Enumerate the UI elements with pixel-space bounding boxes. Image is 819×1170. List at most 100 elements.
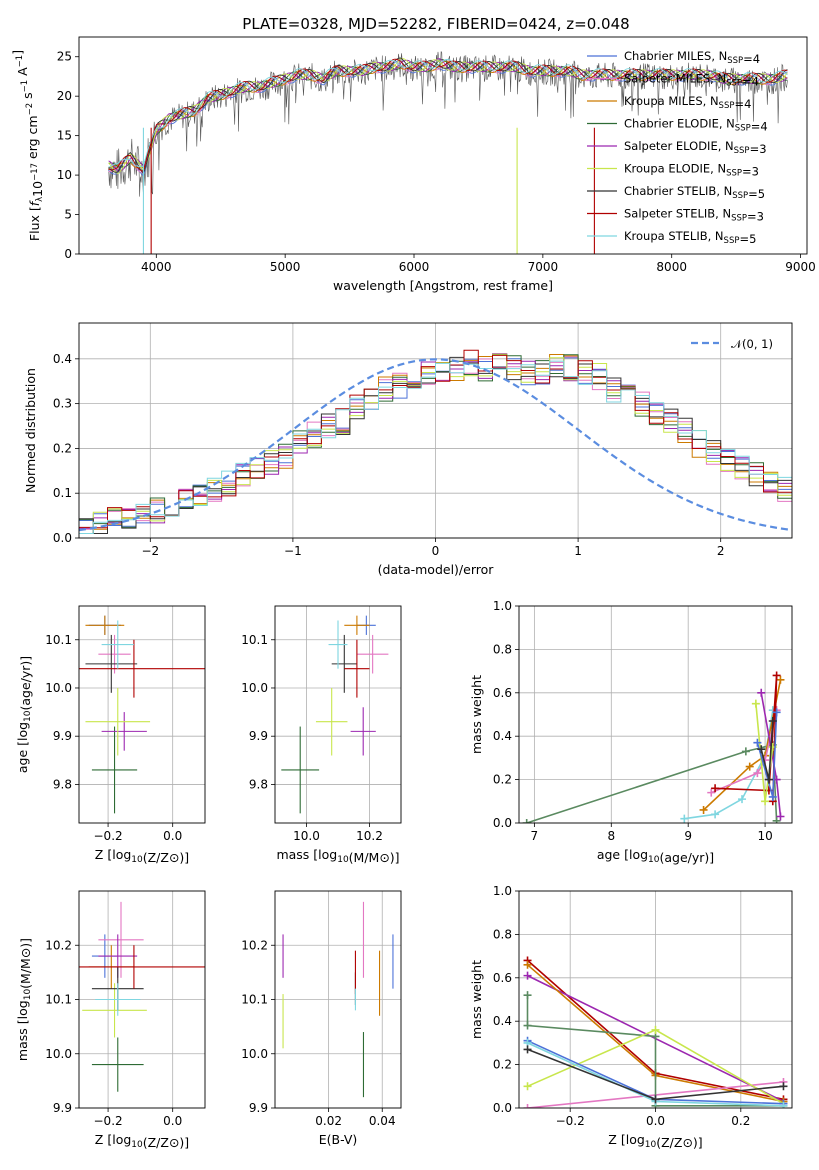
mass-vs-EBV-panel: 0.02 0.04 9.9 10.0 10.1 10.2 E(B-V)	[241, 890, 402, 1147]
legend-entry: Chabrier MILES, NSSP=4	[624, 49, 760, 66]
y-tick-label: 10	[57, 168, 72, 182]
x-tick-label: −0.2	[94, 1114, 123, 1128]
error-bar-point	[315, 687, 348, 756]
y-tick-label: 0.4	[493, 729, 512, 743]
x-axis-label: (data-model)/error	[378, 562, 495, 577]
y-tick-label: 9.8	[53, 777, 72, 791]
weight-series	[757, 717, 777, 784]
legend-entry: Salpeter ELODIE, NSSP=3	[624, 139, 767, 156]
y-tick-label: 0.8	[493, 642, 512, 656]
y-tick-label: 5	[64, 208, 72, 222]
age-vs-mass-panel: 10.0 10.2 9.8 9.9 10.0 10.1 mass [log10(M/M⊙)]	[241, 605, 402, 865]
y-tick-label: 10.0	[241, 681, 268, 695]
x-tick-label: −0.2	[556, 1114, 585, 1128]
legend-entry: Kroupa STELIB, NSSP=5	[624, 229, 756, 246]
y-tick-label: 10.1	[241, 993, 268, 1007]
y-tick-label: 0.6	[493, 971, 512, 985]
y-tick-label: 10.0	[45, 1047, 72, 1061]
x-tick-label: 7000	[528, 260, 559, 274]
axes-frame	[274, 605, 402, 824]
x-tick-label: 1	[574, 544, 582, 558]
y-tick-label: 1.0	[493, 599, 512, 613]
weight-marker	[523, 991, 532, 1000]
legend-entry: Kroupa MILES, NSSP=4	[624, 94, 751, 111]
y-tick-label: 9.9	[249, 729, 268, 743]
axes-frame	[518, 890, 793, 1109]
error-bar-point	[344, 615, 370, 635]
mass-vs-Z-marks	[79, 901, 205, 1092]
mass-vs-EBV-marks	[282, 901, 394, 1098]
x-tick-label: 10.0	[293, 829, 320, 843]
y-axis-label: Flux [fλ10−17 erg cm−2 s−1 A−1]	[10, 50, 45, 241]
weight-marker	[707, 788, 716, 797]
error-bar-point	[95, 983, 141, 1016]
weight-marker	[523, 1045, 532, 1054]
weight-marker	[779, 1082, 788, 1091]
error-bar-point	[344, 639, 370, 698]
axes-frame	[78, 322, 793, 539]
y-tick-label: 15	[57, 129, 72, 143]
y-tick-label: 0.3	[53, 397, 72, 411]
weight-marker	[523, 971, 532, 980]
y-tick-label: 0.2	[53, 441, 72, 455]
x-tick-label: 0.2	[731, 1114, 750, 1128]
x-tick-label: 10.2	[356, 829, 383, 843]
y-axis-label: Normed distribution	[23, 368, 38, 493]
model-spectrum-line	[108, 58, 788, 168]
x-tick-label: 10	[757, 829, 772, 843]
x-axis-label: mass [log10(M/M⊙)]	[276, 847, 399, 865]
error-bar-point	[350, 707, 376, 756]
legend-entry: Chabrier STELIB, NSSP=5	[624, 184, 765, 201]
error-bar-point	[85, 634, 138, 693]
mass-vs-Z-panel: −0.2 0.0 9.9 10.0 10.1 10.2 Z [log10(Z/Z⊙)] mas…	[15, 890, 206, 1150]
x-axis-label: Z [log10(Z/Z⊙)]	[608, 1132, 702, 1150]
y-tick-label: 20	[57, 89, 72, 103]
y-axis-label: age [log10(age/yr)]	[15, 656, 33, 773]
x-axis-label: wavelength [Angstrom, rest frame]	[333, 278, 553, 293]
error-bar-point	[98, 901, 144, 978]
normal-curve	[79, 358, 792, 532]
error-bar-point	[331, 634, 357, 693]
y-tick-label: 9.9	[53, 1101, 72, 1115]
x-axis-label: Z [log10(Z/Z⊙)]	[95, 1132, 189, 1150]
y-tick-label: 10.0	[241, 1047, 268, 1061]
x-tick-label: 0	[432, 544, 440, 558]
y-tick-label: 0.4	[53, 352, 72, 366]
x-axis-label: age [log10(age/yr)]	[597, 847, 714, 865]
weight-marker	[772, 671, 781, 680]
legend-entry: Salpeter STELIB, NSSP=3	[624, 207, 764, 224]
model-spectrum-line	[108, 58, 788, 172]
weight-marker	[711, 810, 720, 819]
weight-marker	[711, 784, 720, 793]
weight-line	[684, 710, 774, 820]
error-bar-point	[101, 712, 147, 751]
weight-marker	[753, 738, 762, 747]
y-tick-label: 25	[57, 50, 72, 64]
x-tick-label: 9000	[785, 260, 816, 274]
x-tick-label: 0.0	[163, 829, 182, 843]
y-tick-label: 9.8	[249, 777, 268, 791]
figure-title: PLATE=0328, MJD=52282, FIBERID=0424, z=0…	[242, 15, 629, 33]
weight-marker	[761, 797, 770, 806]
y-tick-label: 9.9	[249, 1101, 268, 1115]
y-tick-label: 1.0	[493, 884, 512, 898]
weight-line	[526, 743, 778, 823]
model-spectrum-line	[108, 58, 788, 168]
weight-marker	[651, 1095, 660, 1104]
x-tick-label: 0.04	[369, 1114, 396, 1128]
axes-frame	[518, 605, 793, 824]
mass-weight-vs-age-panel: 7 8 9 10 0.0 0.2 0.4 0.6 0.8 1.0 age [log10(age/yr…	[469, 599, 793, 865]
axes-frame	[78, 890, 206, 1109]
mass-weight-vs-Z-panel: −0.2 0.0 0.2 0.0 0.2 0.4 0.6 0.8 1.0 Z [log10(Z/Z…	[469, 884, 793, 1150]
error-bar-point	[101, 620, 134, 669]
y-tick-label: 10.2	[241, 938, 268, 952]
age-vs-mass-marks	[281, 615, 389, 814]
y-tick-label: 9.9	[53, 729, 72, 743]
axes-frame	[78, 36, 808, 255]
weight-marker	[523, 960, 532, 969]
error-bar-point	[328, 620, 348, 669]
y-tick-label: 0.4	[493, 1014, 512, 1028]
y-tick-label: 0	[64, 247, 72, 261]
legend-entry: 𝒩(0, 1)	[731, 337, 773, 351]
